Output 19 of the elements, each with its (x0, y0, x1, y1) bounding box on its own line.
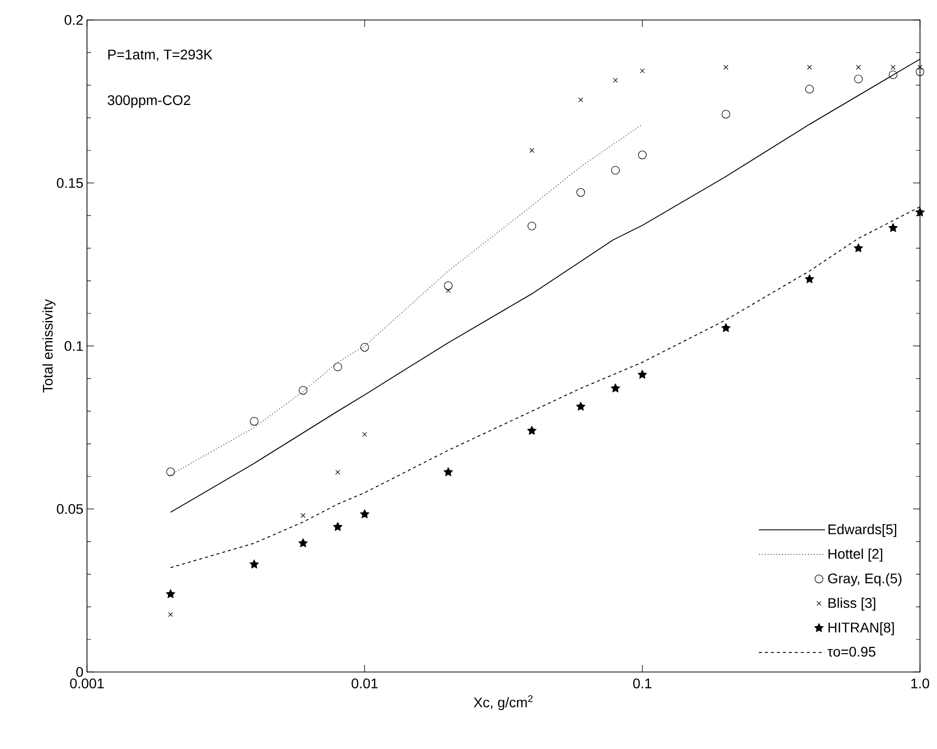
y-tick-label: 0 (76, 667, 83, 677)
y-tick-label: 0.2 (64, 15, 83, 25)
annotation: P=1atm, T=293K (108, 50, 212, 62)
legend-label: Edwards[5] (828, 524, 896, 538)
y-axis-title: Total emissivity (42, 299, 56, 393)
x-tick-label: 1.0 (911, 678, 930, 688)
x-tick-label: 0.001 (70, 678, 104, 688)
x-tick-label: 0.01 (352, 678, 378, 688)
x-tick-label: 0.1 (633, 678, 652, 688)
y-tick-label: 0.15 (56, 178, 83, 188)
legend-label: Hottel [2] (828, 548, 882, 562)
y-tick-label: 0.05 (56, 504, 83, 514)
y-tick-label: 0.1 (64, 341, 83, 351)
x-axis-title: Xc, g/cm$^{2}$ (474, 695, 533, 710)
annotation: 300ppm-CO2 (108, 95, 190, 108)
legend-label: HITRAN[8] (828, 622, 894, 636)
legend-label: τo=0.95 (828, 646, 876, 657)
legend-label: Bliss [3] (828, 598, 876, 611)
legend-label: Gray, Eq.(5) (828, 573, 902, 586)
